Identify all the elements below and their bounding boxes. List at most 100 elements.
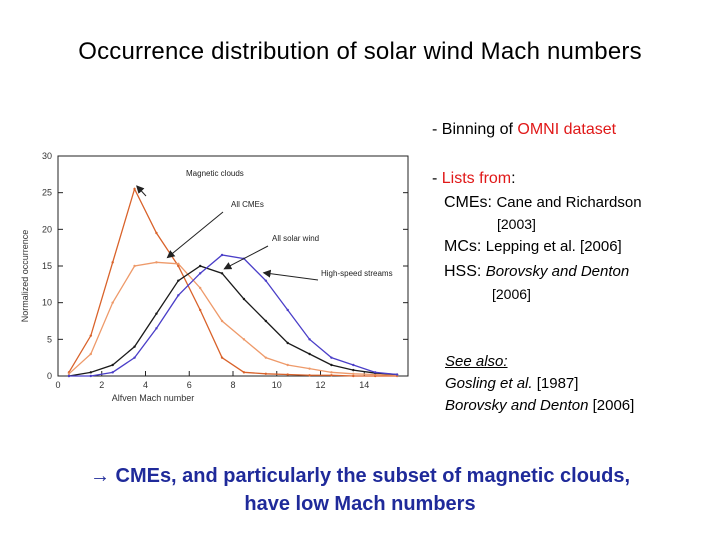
high-speed-streams-point: [177, 294, 180, 297]
bullet-omni-prefix: - Binning of: [432, 121, 518, 138]
all-cmes-point: [286, 363, 289, 367]
magnetic-clouds-point: [242, 371, 246, 374]
all-cmes-point: [352, 372, 355, 375]
annotation-high-speed-streams-arrow: [262, 269, 319, 281]
list-cmes-year: [2003]: [497, 216, 536, 232]
all-cmes-point: [220, 319, 224, 323]
slide-title: Occurrence distribution of solar wind Ma…: [78, 38, 642, 65]
list-hss: HSS: Borovsky and Denton: [444, 263, 629, 281]
all-solar-wind-point: [198, 264, 202, 268]
all-cmes-point: [111, 301, 114, 304]
all-cmes-point: [198, 286, 202, 290]
high-speed-streams-point: [67, 374, 71, 378]
list-cmes: CMEs: Cane and Richardson: [444, 194, 642, 212]
high-speed-streams-point: [308, 338, 311, 341]
magnetic-clouds-point: [220, 356, 224, 359]
y-tick-label: 15: [42, 261, 52, 271]
high-speed-streams-point: [198, 272, 202, 275]
see-also-label: See also:: [445, 353, 508, 370]
all-solar-wind-point: [133, 345, 136, 348]
all-solar-wind-point: [111, 363, 114, 367]
all-solar-wind-point: [352, 368, 355, 372]
see-also-heading: See also:: [445, 353, 508, 370]
high-speed-streams-point: [111, 371, 114, 374]
x-tick-label: 10: [272, 380, 282, 390]
all-solar-wind-point: [286, 341, 289, 345]
all-cmes-point: [177, 262, 180, 265]
see-also-ref1-year: [1987]: [532, 375, 579, 392]
y-axis-label: Normalized occurrence: [20, 230, 30, 323]
annotation-all-solar-wind-label: All solar wind: [272, 234, 319, 243]
bullet-lists-highlight: Lists from: [441, 170, 512, 187]
y-tick-label: 10: [42, 298, 52, 308]
all-solar-wind-point: [330, 363, 333, 367]
high-speed-streams-point: [89, 374, 93, 378]
x-tick-label: 6: [187, 380, 192, 390]
x-axis-label: Alfven Mach number: [112, 393, 195, 403]
high-speed-streams-point: [286, 308, 289, 312]
all-cmes-point: [264, 356, 268, 359]
list-cmes-ref: Cane and Richardson: [496, 194, 642, 211]
list-mcs: MCs: Lepping et al. [2006]: [444, 238, 622, 256]
high-speed-streams-point: [330, 356, 333, 359]
x-tick-label: 8: [230, 380, 235, 390]
plot-frame: [57, 155, 409, 377]
list-mcs-ref: Lepping et al. [2006]: [485, 238, 622, 255]
bullet-lists-prefix: -: [432, 170, 442, 187]
x-tick-label: 4: [143, 380, 148, 390]
all-cmes-point: [308, 367, 311, 370]
all-cmes-point: [89, 352, 93, 356]
all-cmes-point: [155, 261, 158, 264]
conclusion-line-1: → CMEs, and particularly the subset of m…: [0, 462, 720, 490]
annotation-all-cmes-label: All CMEs: [231, 200, 264, 209]
all-solar-wind-point: [264, 319, 268, 323]
all-solar-wind-point: [308, 352, 311, 356]
y-tick-label: 5: [47, 334, 52, 344]
mach-number-chart: 0 5 10 15 20 25 30 0 2 4 6 8 10 12 14 Alfven Mach numbe…: [20, 151, 409, 403]
all-solar-wind-point: [220, 272, 224, 275]
bullet-lists: - Lists from:: [432, 170, 516, 188]
magnetic-clouds-point: [198, 308, 202, 312]
annotation-all-cmes-arrow: [166, 211, 224, 259]
magnetic-clouds-point: [330, 374, 333, 377]
annotation-magnetic-clouds-arrow: [136, 185, 147, 197]
magnetic-clouds-point: [89, 334, 93, 337]
all-solar-wind-line: [68, 265, 398, 377]
list-hss-label: HSS:: [444, 263, 486, 280]
high-speed-streams-line: [68, 254, 398, 377]
conclusion-text-1: CMEs, and particularly the subset of mag…: [109, 465, 631, 487]
all-cmes-point: [330, 371, 333, 374]
all-solar-wind-point: [242, 297, 246, 301]
annotation-high-speed-streams-label: High-speed streams: [321, 269, 393, 278]
magnetic-clouds-point: [264, 372, 268, 375]
y-tick-label: 30: [42, 151, 52, 161]
all-cmes-line: [68, 261, 398, 376]
high-speed-streams-point: [264, 279, 268, 282]
high-speed-streams-point: [373, 371, 377, 374]
see-also-ref2-authors: Borovsky and Denton: [445, 397, 589, 414]
magnetic-clouds-point: [286, 373, 289, 376]
bullet-lists-colon: :: [511, 170, 516, 187]
right-arrow-icon: →: [89, 465, 110, 487]
list-cmes-label: CMEs:: [444, 194, 497, 211]
magnetic-clouds-line: [68, 187, 398, 377]
see-also-ref2-year: [2006]: [588, 397, 635, 414]
all-cmes-point: [242, 338, 246, 341]
bullet-omni-highlight: OMNI dataset: [517, 121, 617, 138]
all-cmes-point: [133, 264, 136, 268]
list-hss-ref: Borovsky and Denton: [485, 263, 630, 280]
high-speed-streams-point: [155, 327, 158, 330]
bullet-omni: - Binning of OMNI dataset: [432, 121, 616, 139]
all-solar-wind-point: [89, 371, 93, 374]
x-tick-label: 12: [315, 380, 325, 390]
list-hss-year: [2006]: [492, 286, 531, 302]
x-tick-label: 14: [359, 380, 369, 390]
all-solar-wind-point: [155, 312, 158, 315]
high-speed-streams-point: [352, 363, 355, 367]
y-tick-label: 20: [42, 224, 52, 234]
annotation-all-solar-wind-arrow: [223, 245, 269, 270]
magnetic-clouds-point: [308, 374, 311, 377]
x-tick-label: 2: [99, 380, 104, 390]
annotation-magnetic-clouds-label: Magnetic clouds: [186, 169, 244, 178]
see-also-ref2: Borovsky and Denton [2006]: [445, 397, 634, 414]
